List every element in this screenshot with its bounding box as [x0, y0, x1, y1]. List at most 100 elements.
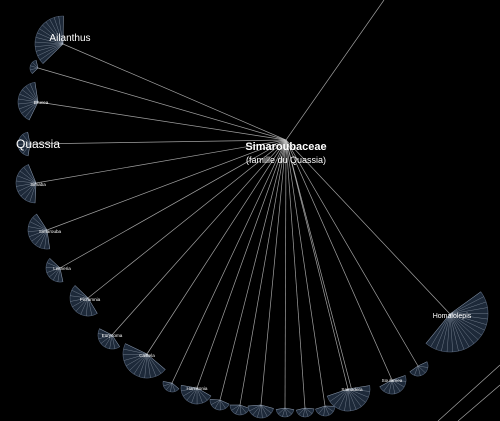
fan-spoke — [75, 297, 89, 312]
edge-homalolepis — [285, 139, 451, 315]
genus-node-simarouba[interactable]: Simarouba — [27, 213, 62, 250]
fan-spoke — [231, 404, 241, 411]
fan-spoke — [30, 65, 39, 69]
fan-spoke — [74, 285, 89, 299]
fan-spoke — [18, 101, 39, 105]
genus-node-g17[interactable] — [295, 407, 315, 418]
fan-spoke — [99, 328, 113, 336]
genus-node-simaba[interactable]: Simaba — [15, 164, 46, 204]
fan-spoke — [46, 229, 50, 249]
genus-node-eurycoma[interactable]: Eurycoma — [97, 328, 123, 350]
fan-spoke — [211, 399, 221, 405]
fan-spoke — [441, 313, 451, 352]
fan-spoke — [87, 297, 98, 314]
fan-spoke — [324, 405, 334, 412]
fan-spoke — [39, 229, 48, 248]
fan-spoke — [18, 98, 39, 103]
root-subtitle: (famille du Quassia) — [246, 155, 326, 165]
fan-spoke — [49, 19, 64, 45]
fan-spoke — [304, 407, 309, 417]
fan-spoke — [260, 404, 274, 409]
genus-node-soulamea[interactable]: Soulamea — [379, 375, 407, 395]
fan-spoke — [257, 404, 262, 418]
fan-spoke — [315, 405, 326, 410]
fan-spoke — [417, 365, 428, 368]
fan-spoke — [24, 101, 39, 118]
fan-spoke — [449, 313, 485, 331]
fan-spoke — [446, 313, 451, 352]
fan-spoke — [72, 297, 89, 307]
fan-spoke — [196, 387, 208, 401]
fan-spoke — [166, 382, 173, 390]
fan-spoke — [39, 43, 64, 61]
fan-spoke — [449, 313, 479, 340]
fan-spoke — [35, 41, 64, 45]
fan-spoke — [44, 229, 48, 249]
genus-node-leitneria[interactable]: Leitneria — [45, 258, 71, 283]
edge-soulamea — [285, 139, 393, 381]
root-title: Simaroubaceae — [245, 141, 326, 153]
fan-spoke — [414, 365, 419, 376]
genus-node-ailanthus[interactable]: Ailanthus — [34, 15, 91, 64]
genus-label: Picramnia — [80, 297, 101, 302]
fan-spoke — [210, 399, 221, 401]
genus-node-g11[interactable] — [162, 381, 180, 393]
genus-node-samadera[interactable]: Samadera — [341, 387, 363, 392]
fan-spoke — [22, 143, 31, 154]
fan-spoke — [347, 388, 370, 392]
edge-g14 — [239, 139, 287, 406]
fan-spoke — [25, 86, 39, 103]
fan-spoke — [20, 182, 37, 197]
fan-spoke — [260, 404, 263, 418]
genus-node-castela[interactable]: Castela — [122, 343, 166, 379]
genus-label: Eurycoma — [102, 333, 123, 338]
fan-spoke — [146, 353, 157, 377]
genus-node-brucea[interactable]: Brucea — [17, 81, 49, 121]
fan-spoke — [28, 164, 37, 184]
genus-node-g13[interactable] — [209, 398, 230, 411]
genus-node-homalolepis[interactable]: Homalolepis — [425, 291, 489, 353]
fan-spoke — [379, 379, 393, 387]
fan-spoke — [146, 353, 162, 374]
fan-spoke — [449, 313, 475, 344]
genus-label: Simarouba — [39, 229, 62, 234]
fan-spoke — [248, 404, 262, 407]
edge-g2 — [37, 67, 287, 141]
fan-spoke — [21, 101, 39, 114]
genus-node-picramnia[interactable]: Picramnia — [69, 285, 101, 317]
root-node[interactable]: Simaroubaceae (famille du Quassia) — [245, 141, 326, 165]
edge-g22 — [285, 139, 419, 367]
fan-shape — [209, 398, 230, 411]
genus-node-g15[interactable] — [247, 404, 274, 419]
offscreen-edge — [457, 384, 500, 421]
fan-spoke — [196, 387, 203, 404]
fan-spoke — [163, 382, 173, 387]
fan-spoke — [239, 404, 250, 409]
edge-g17 — [285, 139, 306, 409]
fan-spoke — [449, 301, 487, 315]
genus-node-g22[interactable] — [409, 361, 429, 377]
genus-label: Leitneria — [53, 266, 71, 271]
edge-g15 — [260, 139, 287, 406]
fan-spoke — [144, 353, 148, 378]
fan-spoke — [296, 407, 306, 411]
fan-spoke — [123, 348, 148, 355]
genus-node-harrisonia[interactable]: Harrisonia — [180, 384, 212, 405]
fan-spoke — [304, 407, 313, 414]
genus-label: Harrisonia — [187, 386, 208, 391]
genus-node-g14[interactable] — [229, 404, 250, 416]
genus-node-g19[interactable] — [326, 385, 371, 412]
genus-node-quassia[interactable]: Quassia — [16, 131, 60, 157]
genus-node-g2[interactable] — [29, 59, 39, 74]
fan-spoke — [214, 399, 221, 409]
fan-spoke — [86, 297, 89, 316]
fan-spoke — [123, 353, 148, 361]
fan-spoke — [171, 382, 176, 392]
fan-spoke — [23, 167, 37, 184]
genus-node-g18[interactable] — [315, 405, 336, 417]
fan-spoke — [87, 297, 93, 316]
fan-spoke — [42, 24, 64, 45]
genus-node-g16[interactable] — [275, 407, 295, 418]
edge-brucea — [37, 101, 287, 141]
fan-spoke — [163, 381, 173, 384]
